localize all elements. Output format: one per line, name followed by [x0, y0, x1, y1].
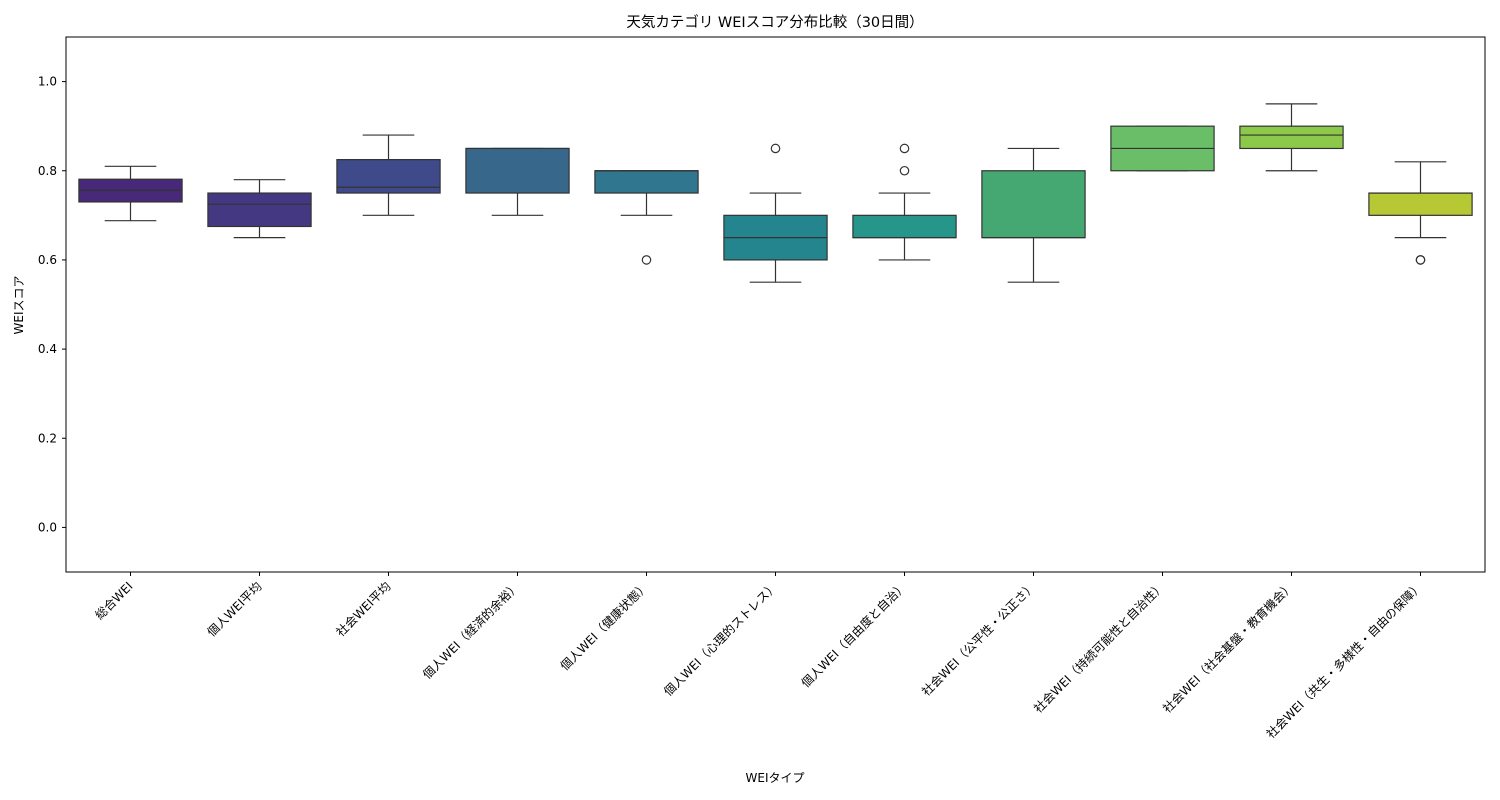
y-tick-label: 1.0 — [38, 75, 57, 89]
x-tick-label: 社会WEI（共生・多様性・自由の保障） — [1263, 579, 1426, 742]
plot-frame — [65, 36, 1486, 573]
box-group — [981, 147, 1086, 283]
box — [465, 147, 570, 194]
x-axis: 総合WEI 個人WEI平均 社会WEI平均 個人WEI（経済的余裕） 個人WEI（健康状… — [92, 572, 1426, 741]
x-tick-label: 社会WEI平均 — [333, 579, 394, 640]
box — [981, 170, 1086, 239]
y-tick-label: 0.0 — [38, 520, 57, 534]
outlier-point — [770, 143, 781, 154]
y-tick-label: 0.4 — [38, 342, 57, 356]
box — [207, 192, 312, 228]
box — [336, 159, 441, 194]
x-tick-label: 社会WEI（社会基盤・教育機会） — [1159, 579, 1296, 716]
x-tick-label: 個人WEI（健康状態） — [557, 579, 652, 674]
x-tick-label: 社会WEI（持続可能性と自治性） — [1030, 579, 1167, 716]
y-axis-label: WEIスコア — [12, 276, 26, 335]
box — [852, 214, 957, 239]
x-axis-label: WEIタイプ — [746, 771, 805, 785]
outlier-point — [899, 165, 910, 176]
x-tick-label: 社会WEI（公平性・公正さ） — [918, 579, 1038, 699]
box-series — [78, 103, 1473, 283]
x-tick-label: 個人WEI（心理的ストレス） — [660, 579, 780, 699]
box-group — [78, 165, 183, 222]
box — [1239, 125, 1344, 150]
box-group — [594, 170, 699, 265]
x-tick-label: 個人WEI（経済的余裕） — [419, 579, 522, 682]
outlier-point — [1415, 255, 1426, 265]
box-group — [1368, 161, 1473, 265]
box-group — [207, 179, 312, 239]
outlier-point — [899, 143, 910, 154]
outlier-point — [641, 255, 652, 265]
x-tick-label: 総合WEI — [92, 579, 136, 623]
box — [1368, 192, 1473, 216]
box — [594, 170, 699, 194]
y-tick-label: 0.6 — [38, 253, 57, 267]
x-tick-label: 個人WEI平均 — [205, 579, 265, 639]
box-group — [852, 143, 957, 261]
y-tick-label: 0.2 — [38, 431, 57, 445]
box-group — [336, 134, 441, 216]
chart-title: 天気カテゴリ WEIスコア分布比較（30日間） — [626, 13, 923, 31]
box-group — [723, 143, 828, 283]
y-axis: 0.0 0.2 0.4 0.6 0.8 1.0 — [38, 75, 66, 534]
box-group — [1110, 125, 1215, 172]
x-tick-label: 個人WEI（自由度と自治） — [798, 579, 910, 691]
y-tick-label: 0.8 — [38, 164, 57, 178]
box-group — [465, 147, 570, 216]
box-group — [1239, 103, 1344, 172]
